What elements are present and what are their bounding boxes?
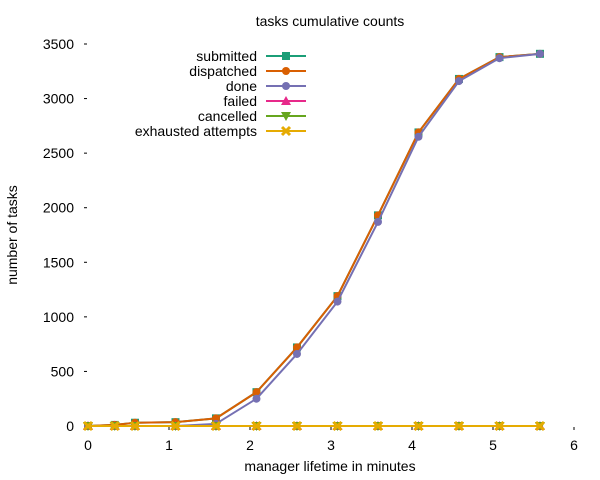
legend-entry: submitted <box>196 48 306 64</box>
data-point <box>494 420 505 432</box>
y-tick-label: 500 <box>51 363 75 379</box>
data-point <box>535 49 544 58</box>
axes: 0 500 1000 1500 2000 2500 3000 3500 0 1 2 3 4 5 6 <box>43 36 578 453</box>
data-point <box>251 420 262 432</box>
data-point <box>170 420 181 432</box>
data-point <box>252 388 261 397</box>
data-point <box>129 420 141 432</box>
series-dispatched <box>84 49 544 430</box>
legend-entry: done <box>226 78 306 94</box>
data-point <box>292 349 301 358</box>
legend-label: dispatched <box>189 63 257 79</box>
series-done <box>84 49 544 430</box>
x-tick-label: 4 <box>408 437 416 453</box>
x-tick-label: 5 <box>489 437 497 453</box>
x-tick-label: 3 <box>327 437 335 453</box>
data-point <box>454 77 463 86</box>
data-point <box>291 420 303 432</box>
legend: submitteddispatcheddonefailedcancelledex… <box>135 48 306 139</box>
chart-title: tasks cumulative counts <box>256 13 405 29</box>
legend-label: done <box>226 78 257 94</box>
data-point <box>109 420 120 432</box>
series-layer <box>82 49 546 432</box>
legend-label: cancelled <box>198 108 257 124</box>
legend-entry: failed <box>224 93 306 109</box>
y-tick-label: 1000 <box>43 309 74 325</box>
legend-label: submitted <box>196 48 257 64</box>
data-point <box>210 420 222 432</box>
x-tick-label: 6 <box>570 437 578 453</box>
x-tick-label: 2 <box>246 437 254 453</box>
legend-label: failed <box>224 93 257 109</box>
y-tick-label: 2000 <box>43 200 74 216</box>
data-point <box>372 420 384 432</box>
legend-entry: dispatched <box>189 63 306 79</box>
y-tick-label: 0 <box>66 418 74 434</box>
x-axis-label: manager lifetime in minutes <box>244 458 415 474</box>
data-point <box>453 420 465 432</box>
data-point <box>282 82 290 90</box>
data-point <box>413 420 424 432</box>
data-point <box>282 67 290 75</box>
x-tick-label: 0 <box>84 437 92 453</box>
series-submitted <box>84 49 544 430</box>
data-point <box>281 96 291 105</box>
data-point <box>281 112 291 121</box>
data-point <box>495 54 504 63</box>
data-point <box>282 52 290 60</box>
legend-entry: cancelled <box>198 108 306 124</box>
data-point <box>280 125 292 137</box>
data-point <box>534 420 546 432</box>
series-line <box>87 52 541 427</box>
data-point <box>252 394 261 403</box>
legend-entry: exhausted attempts <box>135 123 306 139</box>
y-tick-label: 3500 <box>43 36 74 52</box>
series-exhausted-attempts <box>82 420 546 432</box>
data-point <box>332 420 343 432</box>
legend-label: exhausted attempts <box>135 123 257 139</box>
data-point <box>82 420 94 432</box>
data-point <box>414 132 423 141</box>
data-point <box>373 217 382 226</box>
y-axis-label: number of tasks <box>4 185 20 285</box>
y-tick-label: 2500 <box>43 145 74 161</box>
y-tick-label: 3000 <box>43 91 74 107</box>
series-line <box>88 52 541 427</box>
series-line <box>87 52 541 427</box>
y-tick-label: 1500 <box>43 254 74 270</box>
data-point <box>333 297 342 306</box>
data-point <box>292 343 301 352</box>
x-tick-label: 1 <box>165 437 173 453</box>
